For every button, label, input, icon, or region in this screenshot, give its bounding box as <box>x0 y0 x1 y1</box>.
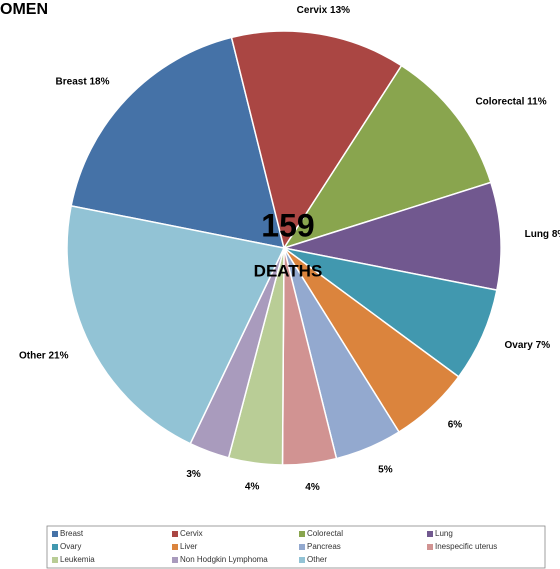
center-label: DEATHS <box>254 261 323 280</box>
slice-label: Ovary 7% <box>505 340 551 351</box>
legend-box <box>46 525 546 569</box>
chart-title: OMEN <box>0 1 48 18</box>
pie-slice <box>282 64 492 250</box>
slice-label: 3% <box>186 469 201 480</box>
legend-swatch <box>427 544 433 550</box>
legend-label: Cervix <box>180 529 203 538</box>
pie <box>66 30 502 466</box>
legend-label: Leukemia <box>60 555 95 564</box>
legend-label: Other <box>307 555 327 564</box>
center-value: 159 <box>261 207 314 243</box>
slice-label: 4% <box>305 482 320 493</box>
legend-swatch <box>52 531 58 537</box>
legend-swatch <box>299 557 305 563</box>
legend-swatch <box>52 557 58 563</box>
legend-label: Ovary <box>60 542 81 551</box>
legend-swatch <box>299 531 305 537</box>
legend-label: Breast <box>60 529 84 538</box>
slice-label: 6% <box>448 419 463 430</box>
slice-label: 5% <box>378 464 393 475</box>
legend-swatch <box>172 544 178 550</box>
slice-label: Cervix 13% <box>297 5 350 16</box>
pie-slice <box>283 181 502 292</box>
legend-swatch <box>299 544 305 550</box>
legend-label: Inespecific uterus <box>435 542 497 551</box>
slice-label: Lung 8% <box>525 229 560 240</box>
legend-label: Pancreas <box>307 542 341 551</box>
legend-label: Liver <box>180 542 198 551</box>
pie-slice <box>66 204 286 445</box>
slice-label: 4% <box>245 482 260 493</box>
pie-slice <box>70 36 286 249</box>
legend-swatch <box>172 557 178 563</box>
legend-label: Colorectal <box>307 529 343 538</box>
slice-label: Other 21% <box>19 351 69 362</box>
slice-label: Breast 18% <box>56 76 110 87</box>
legend-label: Lung <box>435 529 453 538</box>
pie-slice <box>230 30 403 250</box>
legend-swatch <box>427 531 433 537</box>
legend-swatch <box>172 531 178 537</box>
legend-label: Non Hodgkin Lymphoma <box>180 555 268 564</box>
slice-label: Colorectal 11% <box>475 96 546 107</box>
legend-swatch <box>52 544 58 550</box>
